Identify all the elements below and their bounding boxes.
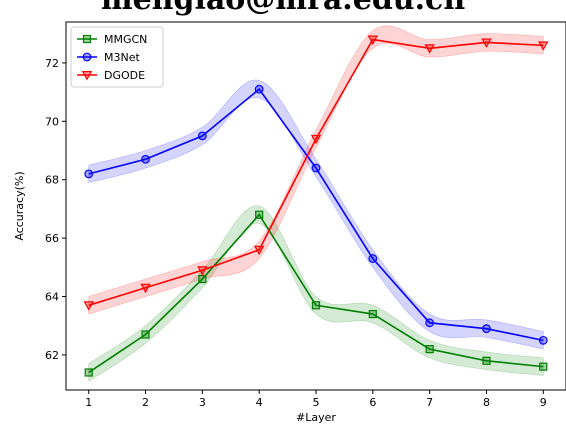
series-line-m3net: [88, 88, 544, 342]
data-point-dgode: [140, 283, 151, 294]
data-point-dgode: [538, 41, 549, 51]
data-point-mmgcn: [198, 274, 207, 284]
data-point-dgode: [481, 38, 492, 48]
x-tick-label: 3: [199, 396, 206, 409]
confidence-band-dgode: [88, 25, 544, 315]
y-tick-label: 70: [45, 115, 59, 128]
data-point-mmgcn: [539, 362, 548, 371]
data-point-m3net: [538, 335, 548, 345]
series-markers: [83, 35, 549, 377]
x-tick-label: 7: [426, 396, 433, 409]
data-point-m3net: [141, 154, 150, 164]
confidence-band-mmgcn: [88, 205, 544, 382]
series-line-mmgcn: [88, 213, 544, 374]
x-tick-label: 9: [540, 396, 547, 409]
y-axis-label: Accuracy(%): [13, 171, 26, 240]
confidence-bands: [88, 25, 544, 382]
legend: MMGCN M3Net DGODE: [70, 26, 164, 88]
series-line-dgode: [88, 38, 544, 307]
y-tick-label: 68: [45, 174, 59, 187]
data-point-dgode: [424, 44, 435, 54]
y-tick-label: 62: [45, 349, 59, 362]
header-text: menglao@mra.edu.cn: [0, 0, 566, 20]
legend-marker: [81, 71, 93, 81]
data-point-m3net: [84, 169, 94, 179]
y-axis: 62 64 66 68 70 72: [45, 57, 66, 362]
data-point-mmgcn: [141, 330, 150, 339]
data-point-mmgcn: [311, 301, 321, 310]
data-point-m3net: [311, 163, 321, 173]
data-point-dgode: [310, 134, 322, 145]
data-point-mmgcn: [368, 309, 377, 319]
confidence-band-m3net: [88, 79, 544, 350]
data-point-m3net: [254, 84, 264, 94]
x-tick-label: 1: [85, 396, 92, 409]
data-point-mmgcn: [482, 356, 491, 365]
legend-marker: [82, 34, 92, 44]
data-point-dgode: [197, 266, 208, 276]
data-point-m3net: [482, 324, 491, 334]
x-tick-label: 8: [483, 396, 490, 409]
y-tick-label: 72: [45, 57, 59, 70]
y-tick-label: 66: [45, 232, 59, 245]
data-point-dgode: [83, 301, 94, 311]
legend-box: [70, 26, 164, 88]
data-point-mmgcn: [84, 368, 93, 377]
legend-label: MMGCN: [104, 33, 147, 46]
x-axis-label: #Layer: [296, 411, 336, 424]
data-point-m3net: [425, 318, 435, 328]
legend-label: M3Net: [104, 51, 140, 64]
data-point-m3net: [368, 254, 378, 263]
x-tick-label: 5: [313, 396, 320, 409]
data-point-dgode: [253, 245, 265, 256]
x-tick-label: 6: [369, 396, 376, 409]
y-tick-label: 64: [45, 291, 59, 304]
data-point-m3net: [197, 131, 207, 141]
x-tick-label: 4: [256, 396, 263, 409]
x-axis: 1 2 3 4 5 6 7 8 9: [85, 390, 547, 409]
legend-label: DGODE: [104, 69, 145, 82]
legend-marker: [82, 52, 92, 62]
data-point-mmgcn: [255, 210, 264, 219]
x-tick-label: 2: [142, 396, 149, 409]
data-point-dgode: [367, 35, 379, 45]
data-point-mmgcn: [425, 345, 434, 354]
series-lines: [88, 38, 544, 374]
